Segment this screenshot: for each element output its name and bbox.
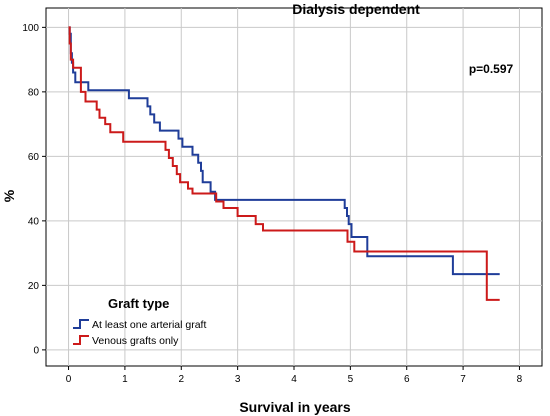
y-tick-label: 80 xyxy=(28,87,40,98)
p-value-annotation: p=0.597 xyxy=(469,62,514,76)
x-tick-label: 2 xyxy=(178,374,184,385)
x-tick-label: 5 xyxy=(348,374,354,385)
chart-title: Dialysis dependent xyxy=(292,1,420,17)
survival-curve-2 xyxy=(68,26,500,301)
x-axis-label: Survival in years xyxy=(239,399,351,415)
series-layer xyxy=(68,26,500,301)
x-tick-label: 1 xyxy=(122,374,128,385)
legend-swatch xyxy=(73,319,89,329)
x-tick-label: 0 xyxy=(66,374,72,385)
legend-title: Graft type xyxy=(108,296,169,311)
legend-entry-label: Venous grafts only xyxy=(92,335,179,347)
y-tick-label: 0 xyxy=(33,345,39,356)
y-tick-label: 100 xyxy=(22,23,39,34)
x-tick-label: 6 xyxy=(404,374,410,385)
x-tick-label: 4 xyxy=(291,374,297,385)
legend-swatch xyxy=(73,335,89,345)
x-tick-label: 7 xyxy=(460,374,466,385)
y-tick-label: 40 xyxy=(28,216,40,227)
y-tick-label: 60 xyxy=(28,152,40,163)
x-tick-label: 8 xyxy=(517,374,523,385)
y-axis-label: % xyxy=(1,189,17,202)
legend: Graft type At least one arterial graft Ve… xyxy=(73,296,206,347)
survival-curve-1 xyxy=(68,26,500,276)
y-tick-label: 20 xyxy=(28,281,40,292)
legend-entry-label: At least one arterial graft xyxy=(92,319,206,331)
legend-items: At least one arterial graft Venous grafts… xyxy=(73,319,206,347)
x-tick-label: 3 xyxy=(235,374,241,385)
